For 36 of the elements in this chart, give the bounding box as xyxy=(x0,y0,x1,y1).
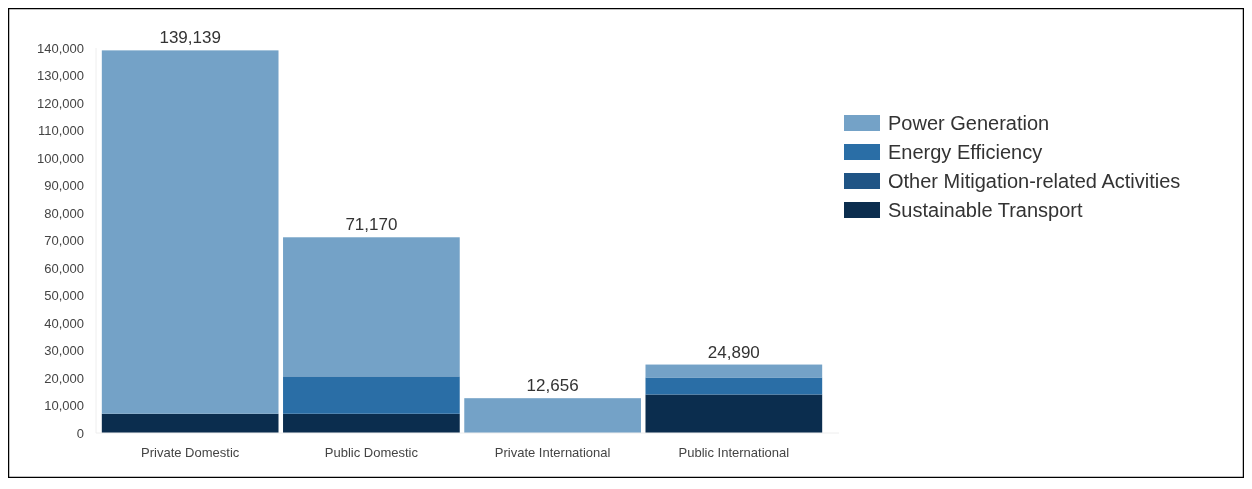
legend-label: Power Generation xyxy=(888,112,1050,134)
bar xyxy=(101,50,279,414)
x-tick-label: Private Domestic xyxy=(141,445,240,460)
y-tick-label: 120,000 xyxy=(37,95,84,111)
legend-label: Sustainable Transport xyxy=(888,199,1083,221)
y-tick-label: 20,000 xyxy=(44,370,84,386)
y-tick-label: 130,000 xyxy=(37,68,84,84)
total-label: 71,170 xyxy=(345,215,398,235)
bar xyxy=(101,413,279,433)
y-tick-label: 80,000 xyxy=(44,205,84,221)
total-label: 24,890 xyxy=(707,342,760,362)
x-tick-label: Public Domestic xyxy=(324,445,419,460)
y-tick-label: 60,000 xyxy=(44,260,84,276)
bar xyxy=(283,413,460,433)
y-tick-label: 40,000 xyxy=(44,315,84,331)
legend-label: Other Mitigation-related Activities xyxy=(888,170,1181,192)
bar xyxy=(645,364,823,378)
y-tick-label: 30,000 xyxy=(44,343,84,359)
x-tick-label: Private International xyxy=(494,445,611,460)
bar xyxy=(645,394,823,433)
y-tick-label: 50,000 xyxy=(44,288,84,304)
legend-label: Energy Efficiency xyxy=(888,141,1043,163)
bar xyxy=(283,237,460,377)
y-tick-label: 10,000 xyxy=(44,398,84,414)
y-tick-label: 140,000 xyxy=(37,40,84,56)
y-tick-label: 70,000 xyxy=(44,233,84,249)
bar xyxy=(283,376,460,414)
y-tick-label: 110,000 xyxy=(37,123,84,139)
y-tick-label: 90,000 xyxy=(44,178,84,194)
total-label: 139,139 xyxy=(159,28,221,48)
y-tick-label: 100,000 xyxy=(37,150,84,166)
y-tick-label: 0 xyxy=(76,425,84,441)
total-label: 12,656 xyxy=(526,376,579,396)
x-tick-label: Public International xyxy=(678,445,790,460)
bar xyxy=(464,398,641,433)
bar xyxy=(645,377,823,395)
